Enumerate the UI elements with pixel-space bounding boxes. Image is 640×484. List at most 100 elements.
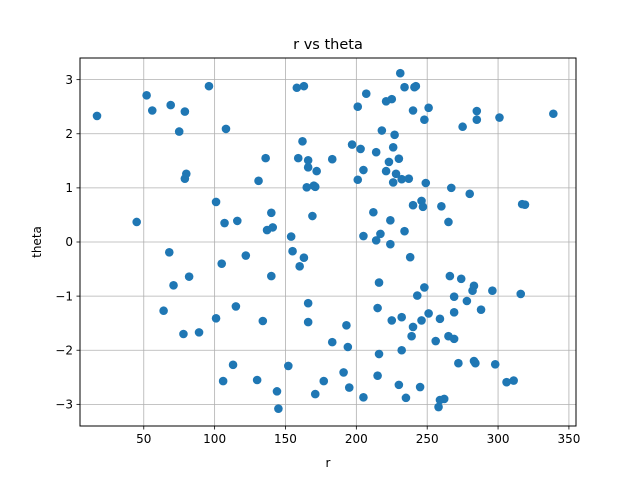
data-point	[411, 81, 421, 91]
data-point	[302, 183, 312, 192]
data-point	[374, 349, 384, 359]
data-point	[299, 253, 309, 262]
data-point	[388, 142, 398, 152]
x-tick-label: 150	[274, 432, 297, 446]
data-point	[516, 289, 526, 299]
data-point	[472, 106, 482, 116]
data-point	[420, 283, 429, 292]
data-point	[495, 113, 504, 122]
x-tick-label: 250	[416, 432, 439, 446]
data-point	[449, 308, 459, 317]
data-point	[295, 262, 304, 271]
data-point	[310, 389, 320, 399]
data-point	[132, 217, 141, 227]
data-point	[347, 140, 357, 149]
data-point	[303, 298, 313, 308]
data-point	[417, 316, 426, 325]
data-point	[408, 200, 418, 210]
data-point	[272, 387, 282, 396]
data-point	[221, 124, 231, 134]
x-tick-label: 200	[345, 432, 368, 446]
data-point	[254, 176, 263, 186]
data-point	[421, 178, 431, 188]
data-point	[369, 207, 378, 217]
data-point	[353, 175, 363, 185]
data-point	[303, 155, 313, 165]
data-point	[381, 166, 391, 176]
data-point	[339, 368, 348, 377]
data-point	[359, 393, 368, 402]
data-point	[343, 342, 353, 352]
data-point	[211, 197, 221, 207]
data-point	[342, 321, 351, 330]
data-point	[424, 309, 433, 318]
y-tick-label: −1	[55, 289, 73, 303]
data-point	[292, 83, 302, 93]
data-point	[405, 252, 415, 262]
data-point	[231, 302, 241, 311]
data-point	[359, 165, 368, 175]
data-point	[220, 218, 229, 228]
data-point	[424, 103, 433, 113]
data-point	[449, 334, 459, 344]
data-point	[400, 82, 409, 92]
data-point	[371, 147, 381, 157]
data-point	[327, 154, 337, 164]
data-point	[159, 306, 168, 316]
data-point	[286, 232, 296, 241]
data-point	[471, 358, 480, 368]
data-point	[420, 115, 429, 124]
data-point	[184, 272, 194, 281]
data-point	[258, 316, 268, 326]
data-point	[204, 81, 214, 91]
data-point	[401, 393, 411, 403]
data-point	[444, 217, 453, 227]
data-point	[386, 216, 395, 225]
data-point	[180, 107, 190, 116]
data-point	[327, 337, 337, 347]
data-point	[509, 376, 518, 385]
data-point	[465, 189, 475, 199]
data-point	[449, 292, 459, 301]
data-point	[174, 127, 184, 136]
data-point	[299, 81, 309, 91]
data-point	[418, 202, 428, 212]
data-point	[490, 360, 500, 369]
y-axis-ticks: −3 −2 −1 0 1 2 3	[55, 73, 80, 412]
data-point	[456, 274, 466, 284]
data-point	[387, 94, 397, 104]
data-point	[445, 271, 455, 281]
data-point	[397, 345, 406, 355]
data-point	[233, 216, 242, 226]
data-point	[397, 312, 406, 322]
data-point	[391, 169, 401, 179]
x-axis-label: r	[326, 456, 331, 470]
y-tick-label: 3	[65, 73, 73, 87]
data-point	[454, 358, 463, 368]
data-point	[267, 208, 276, 218]
data-point	[395, 68, 405, 78]
data-point	[169, 280, 178, 290]
x-axis-ticks: 50 100 150 200 250 300 350	[136, 426, 580, 446]
data-point	[284, 361, 293, 371]
data-point	[376, 229, 385, 239]
data-point	[319, 376, 329, 386]
data-point	[394, 380, 404, 390]
data-point	[293, 153, 303, 163]
data-points	[92, 68, 558, 413]
x-tick-label: 300	[487, 432, 510, 446]
data-point	[181, 169, 191, 179]
data-point	[252, 375, 262, 385]
data-point	[92, 111, 102, 121]
data-point	[373, 371, 382, 380]
data-point	[166, 100, 175, 110]
data-point	[267, 271, 276, 281]
y-tick-label: 2	[65, 127, 73, 141]
data-point	[371, 236, 381, 245]
data-point	[388, 178, 398, 187]
data-point	[303, 317, 313, 327]
data-point	[288, 246, 297, 256]
data-point	[344, 383, 354, 392]
